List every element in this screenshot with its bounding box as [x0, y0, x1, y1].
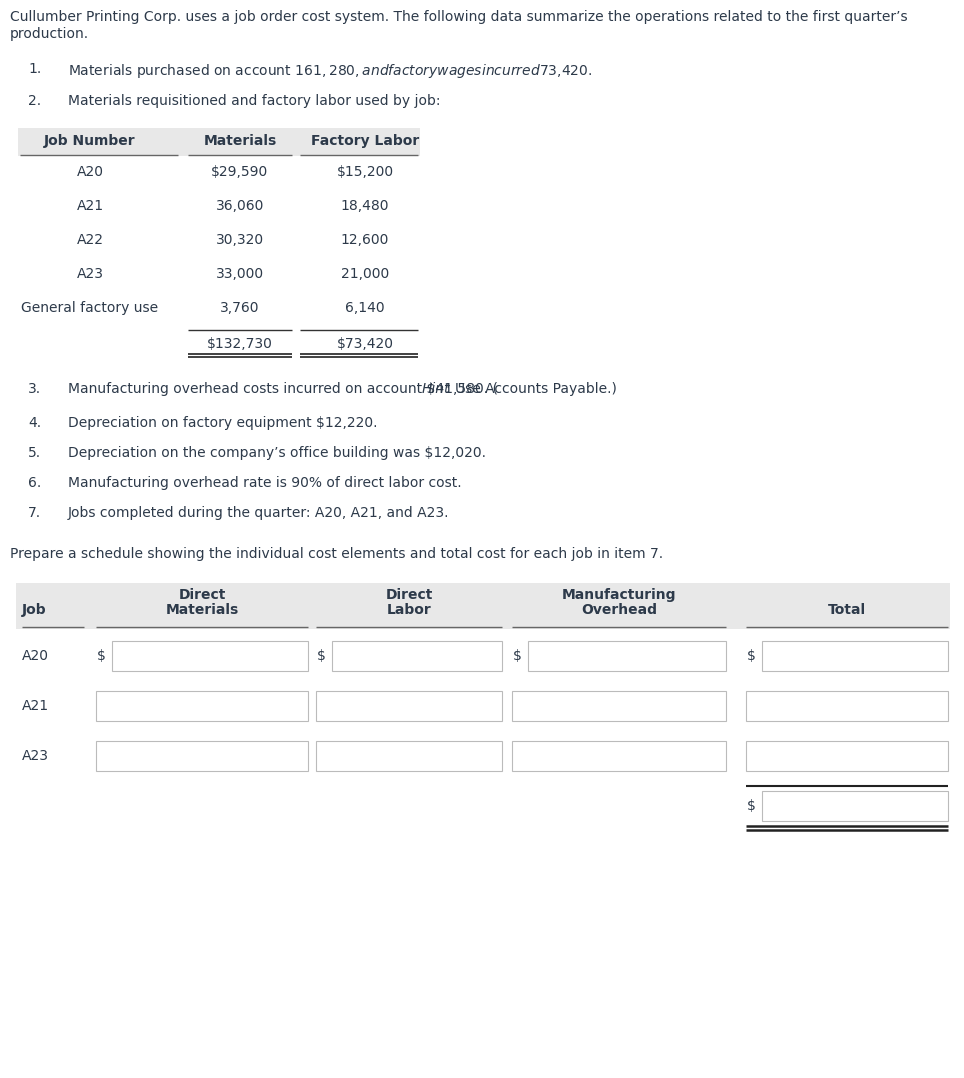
Text: $: $ — [747, 649, 756, 663]
Text: $: $ — [97, 649, 106, 663]
Text: Overhead: Overhead — [581, 603, 657, 617]
Text: $: $ — [513, 649, 522, 663]
Text: $: $ — [317, 649, 326, 663]
Text: 3.: 3. — [28, 382, 41, 396]
Text: 1.: 1. — [28, 63, 41, 77]
Text: Manufacturing: Manufacturing — [562, 588, 677, 602]
Bar — [528, 641, 726, 671]
Text: 33,000: 33,000 — [216, 267, 264, 281]
Text: 18,480: 18,480 — [340, 199, 389, 213]
Text: Job Number: Job Number — [44, 134, 136, 148]
Text: $29,590: $29,590 — [211, 165, 269, 179]
Text: Total: Total — [828, 603, 866, 617]
Text: A20: A20 — [76, 165, 103, 179]
Text: Job: Job — [22, 603, 46, 617]
Text: 5.: 5. — [28, 446, 41, 460]
Text: Cullumber Printing Corp. uses a job order cost system. The following data summar: Cullumber Printing Corp. uses a job orde… — [10, 10, 908, 24]
Text: 2.: 2. — [28, 94, 41, 108]
Bar — [762, 791, 948, 821]
Text: 36,060: 36,060 — [216, 199, 264, 213]
Text: 6,140: 6,140 — [345, 301, 385, 315]
Text: Manufacturing overhead costs incurred on account $41,580. (: Manufacturing overhead costs incurred on… — [68, 382, 498, 396]
Bar — [746, 691, 948, 721]
Text: $73,420: $73,420 — [336, 337, 393, 351]
Text: A21: A21 — [76, 199, 103, 213]
Text: : Use Accounts Payable.): : Use Accounts Payable.) — [446, 382, 617, 396]
Bar — [96, 691, 308, 721]
Text: Materials requisitioned and factory labor used by job:: Materials requisitioned and factory labo… — [68, 94, 441, 108]
Text: Materials: Materials — [203, 134, 277, 148]
Text: A22: A22 — [76, 233, 103, 247]
Text: General factory use: General factory use — [21, 301, 158, 315]
Bar — [332, 641, 502, 671]
Bar — [512, 741, 726, 771]
Text: Depreciation on factory equipment $12,220.: Depreciation on factory equipment $12,22… — [68, 416, 378, 430]
Bar — [762, 641, 948, 671]
Bar — [316, 691, 502, 721]
Text: A23: A23 — [76, 267, 103, 281]
Text: 4.: 4. — [28, 416, 41, 430]
Text: A21: A21 — [22, 699, 49, 713]
Text: Prepare a schedule showing the individual cost elements and total cost for each : Prepare a schedule showing the individua… — [10, 547, 663, 561]
Text: Labor: Labor — [387, 603, 431, 617]
Text: Materials purchased on account $161,280, and factory wages incurred $73,420.: Materials purchased on account $161,280,… — [68, 63, 593, 80]
Text: $15,200: $15,200 — [336, 165, 393, 179]
Text: A20: A20 — [22, 649, 49, 663]
Text: production.: production. — [10, 27, 89, 41]
Text: Direct: Direct — [386, 588, 433, 602]
Bar — [112, 641, 308, 671]
Text: Factory Labor: Factory Labor — [310, 134, 419, 148]
Text: $: $ — [747, 799, 756, 813]
Text: 21,000: 21,000 — [341, 267, 389, 281]
Text: 30,320: 30,320 — [216, 233, 264, 247]
Bar — [96, 741, 308, 771]
Text: $132,730: $132,730 — [207, 337, 273, 351]
Text: A23: A23 — [22, 749, 49, 763]
Text: 12,600: 12,600 — [341, 233, 389, 247]
Text: Manufacturing overhead rate is 90% of direct labor cost.: Manufacturing overhead rate is 90% of di… — [68, 476, 462, 490]
Text: Depreciation on the company’s office building was $12,020.: Depreciation on the company’s office bui… — [68, 446, 486, 460]
Bar — [512, 691, 726, 721]
Text: Direct: Direct — [178, 588, 226, 602]
Bar — [746, 741, 948, 771]
Text: Jobs completed during the quarter: A20, A21, and A23.: Jobs completed during the quarter: A20, … — [68, 506, 449, 520]
Text: 3,760: 3,760 — [220, 301, 259, 315]
Bar — [316, 741, 502, 771]
Bar — [18, 128, 420, 156]
Text: 6.: 6. — [28, 476, 41, 490]
Text: 7.: 7. — [28, 506, 41, 520]
Bar — [16, 583, 950, 628]
Text: Hint: Hint — [422, 382, 450, 396]
Text: Materials: Materials — [166, 603, 239, 617]
